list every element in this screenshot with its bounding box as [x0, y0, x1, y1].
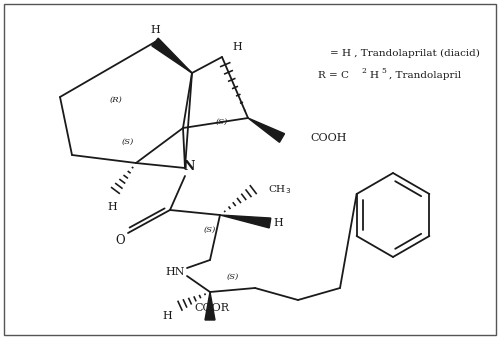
Polygon shape: [220, 215, 271, 228]
Text: H: H: [150, 25, 160, 35]
Text: H: H: [232, 42, 242, 52]
Text: N: N: [184, 160, 194, 173]
Text: O: O: [115, 235, 125, 247]
Text: = H , Trandolaprilat (diacid): = H , Trandolaprilat (diacid): [330, 48, 480, 58]
Polygon shape: [248, 118, 284, 142]
Text: 2: 2: [361, 67, 366, 75]
Text: (S): (S): [216, 118, 228, 126]
Text: H: H: [107, 202, 117, 212]
Text: (S): (S): [122, 138, 134, 146]
Text: 5: 5: [381, 67, 386, 75]
Text: , Trandolapril: , Trandolapril: [389, 71, 461, 80]
Text: CH$_3$: CH$_3$: [268, 184, 291, 196]
Text: H: H: [273, 218, 283, 228]
Text: COOH: COOH: [310, 133, 346, 143]
Text: H: H: [162, 311, 172, 321]
Text: (S): (S): [204, 226, 216, 234]
Text: HN: HN: [165, 267, 185, 277]
Polygon shape: [205, 292, 215, 320]
Text: H: H: [369, 71, 378, 80]
Text: (R): (R): [110, 96, 122, 104]
Text: COOR: COOR: [194, 303, 230, 313]
Text: (S): (S): [227, 273, 239, 281]
Text: R = C: R = C: [318, 71, 349, 80]
Polygon shape: [152, 38, 192, 73]
